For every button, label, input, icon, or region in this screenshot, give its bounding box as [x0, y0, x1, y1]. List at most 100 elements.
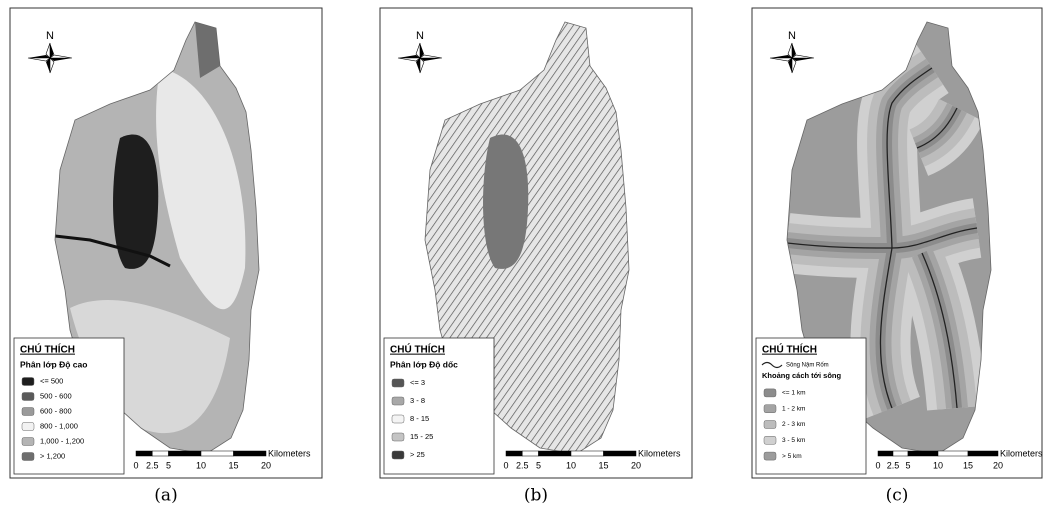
arrow — [769, 57, 793, 62]
legend-title: CHÚ THÍCH — [390, 343, 445, 356]
arrow — [28, 55, 50, 58]
legend-swatch — [21, 452, 35, 461]
scale-segment — [892, 450, 909, 457]
arrow — [770, 55, 792, 58]
legend-swatch — [21, 377, 35, 386]
arrow — [791, 57, 797, 74]
scale-segment — [538, 450, 572, 457]
scale-label: 10 — [933, 460, 943, 470]
arrow — [45, 42, 51, 59]
scale-label: 2.5 — [887, 460, 900, 470]
legend-swatch — [391, 450, 405, 460]
scale-unit: Kilometers — [638, 448, 681, 458]
legend-box — [383, 337, 495, 475]
caption: (b) — [524, 486, 548, 506]
legend-title: CHÚ THÍCH — [20, 343, 75, 356]
arrow — [792, 43, 796, 58]
legend-subtitle: Khoảng cách tới sông — [762, 371, 842, 380]
map-panel: N CHÚ THÍCH Phân lớp Độ cao <= 500 500 - 600… — [9, 7, 323, 479]
scale-label: 20 — [261, 460, 271, 470]
legend-swatch — [763, 420, 777, 429]
scale-label: 5 — [905, 460, 910, 470]
north-label: N — [46, 30, 54, 42]
arrow — [46, 58, 50, 73]
arrow — [415, 42, 421, 59]
river — [879, 247, 893, 409]
caption: (c) — [886, 486, 909, 506]
scale-segment — [907, 450, 939, 457]
scale-label: 10 — [196, 460, 206, 470]
legend-swatch — [763, 388, 777, 398]
watershed-outline — [424, 21, 630, 455]
legend-swatch — [21, 407, 35, 416]
north-label: N — [788, 30, 796, 42]
legend-label: 600 - 800 — [40, 406, 72, 415]
legend-label: > 25 — [410, 450, 425, 459]
scale-label: 15 — [598, 460, 608, 470]
legend-swatch — [21, 422, 35, 431]
scale-label: 2.5 — [516, 460, 529, 470]
scale-segment — [570, 450, 604, 457]
north-arrow: N — [27, 30, 73, 74]
scale-label: 0 — [133, 460, 138, 470]
arrow — [792, 58, 814, 61]
arrow — [419, 57, 425, 74]
scale-label: 20 — [631, 460, 641, 470]
legend-line — [761, 361, 783, 369]
arrow — [50, 43, 54, 58]
area — [195, 22, 220, 78]
river — [886, 67, 933, 249]
legend-label: 15 - 25 — [410, 432, 433, 441]
area — [483, 134, 529, 269]
scale-segment — [168, 450, 202, 457]
map-panel: N CHÚ THÍCH Phân lớp Độ dốc <= 3 3 - 8 8 - 15… — [379, 7, 693, 479]
arrow — [27, 57, 51, 62]
legend-swatch — [391, 432, 405, 442]
area — [156, 68, 246, 310]
watershed-outline — [54, 21, 260, 455]
legend-swatch — [763, 436, 777, 445]
scale-label: 0 — [875, 460, 880, 470]
scale-segment — [937, 450, 969, 457]
north-arrow: N — [397, 30, 443, 74]
legend-label: <= 3 — [410, 378, 425, 387]
legend-swatch — [763, 404, 777, 413]
river — [916, 107, 958, 149]
arrow — [420, 58, 442, 61]
arrow — [791, 54, 815, 59]
legend-label: 500 - 600 — [40, 391, 72, 400]
legend-label: 1 - 2 km — [782, 405, 805, 412]
legend-subtitle: Phân lớp Độ cao — [20, 359, 87, 369]
arrow — [419, 54, 443, 59]
legend-label: 1,000 - 1,200 — [40, 436, 84, 445]
watershed-outline — [786, 21, 992, 455]
scale-label: 15 — [963, 460, 973, 470]
arrow — [49, 54, 73, 59]
legend-subtitle: Phân lớp Độ dốc — [390, 359, 458, 369]
legend-label: 3 - 5 km — [782, 437, 805, 444]
arrow — [49, 57, 55, 74]
scale-segment — [200, 450, 234, 457]
legend-swatch — [391, 414, 405, 424]
scale-segment — [603, 450, 637, 457]
scale-label: 10 — [566, 460, 576, 470]
scale-segment — [152, 450, 169, 457]
caption: (a) — [154, 486, 177, 506]
river — [55, 234, 171, 268]
map-panel: N CHÚ THÍCH Sông Nậm Rốm Khoảng cách tới sô… — [751, 7, 1043, 479]
area — [70, 299, 230, 434]
arrow — [398, 55, 420, 58]
legend-label: 800 - 1,000 — [40, 421, 78, 430]
scale-segment — [877, 450, 894, 457]
legend-swatch — [21, 392, 35, 401]
arrow — [788, 58, 792, 73]
river — [921, 252, 958, 409]
scale-segment — [233, 450, 267, 457]
legend-label: <= 500 — [40, 376, 63, 385]
legend-label: 2 - 3 km — [782, 421, 805, 428]
legend-label: > 5 km — [782, 453, 802, 460]
legend-label: > 1,200 — [40, 451, 65, 460]
legend-swatch — [763, 451, 777, 461]
scale-label: 5 — [166, 460, 171, 470]
north-arrow: N — [769, 30, 815, 74]
